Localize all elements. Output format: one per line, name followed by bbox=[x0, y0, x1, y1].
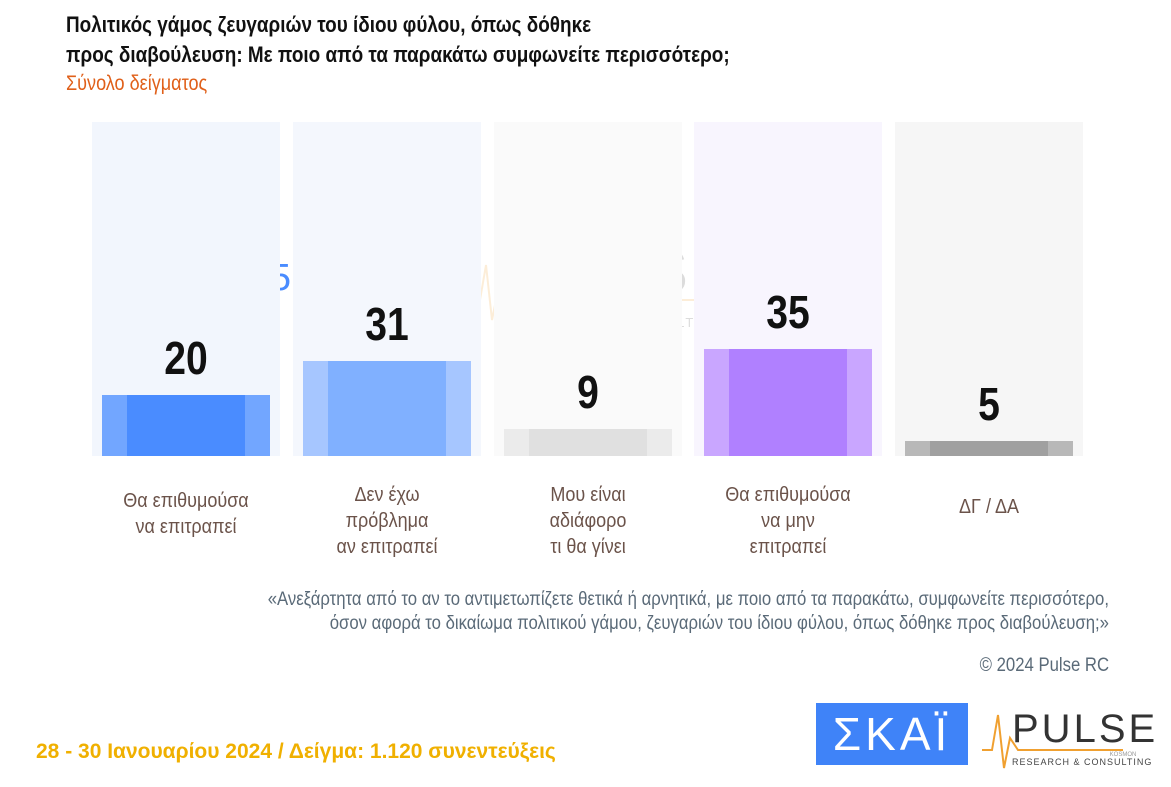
category-label-line: Μου είναι bbox=[550, 484, 626, 506]
bar-core bbox=[529, 428, 647, 456]
category-label: Μου είναι αδιάφορο τι θα γίνει bbox=[503, 482, 672, 560]
column-bg bbox=[694, 122, 882, 456]
svg-text:RESEARCH & CONSULTING: RESEARCH & CONSULTING bbox=[1012, 757, 1152, 767]
data-label: 31 bbox=[365, 298, 409, 351]
category-label-line: πρόβλημα bbox=[345, 510, 429, 532]
category-label-line: να μην bbox=[761, 510, 815, 532]
category-label-line: επιτραπεί bbox=[749, 536, 827, 558]
data-label: 9 bbox=[577, 365, 599, 418]
skai-logo-text: ΣΚΑΪ bbox=[832, 708, 952, 760]
category-label: Θα επιθυμούσα να μην επιτραπεί bbox=[703, 482, 872, 560]
category-label-line: Δεν έχω bbox=[354, 484, 420, 506]
skai-logo: ΣΚΑΪ bbox=[816, 703, 968, 765]
chart-subtitle: Σύνολο δείγματος bbox=[66, 72, 208, 95]
bar-core bbox=[930, 440, 1048, 456]
bar-core bbox=[127, 395, 245, 456]
svg-text:KOSMON: KOSMON bbox=[1110, 752, 1137, 758]
title-line: Πολιτικός γάμος ζευγαριών του ίδιου φύλο… bbox=[66, 12, 592, 37]
category-label-line: Θα επιθυμούσα bbox=[725, 484, 851, 506]
bar bbox=[504, 428, 672, 456]
data-label: 35 bbox=[766, 286, 810, 339]
category-label-line: αν επιτραπεί bbox=[336, 536, 438, 558]
note-line: όσον αφορά το δικαίωμα πολιτικού γάμου, … bbox=[329, 613, 1109, 634]
note-line: «Ανεξάρτητα από το αν το αντιμετωπίζετε … bbox=[267, 589, 1109, 610]
column-bg bbox=[92, 122, 280, 456]
category-label-line: να επιτραπεί bbox=[135, 516, 237, 538]
category-label-line: Θα επιθυμούσα bbox=[123, 490, 249, 512]
survey-info: 28 - 30 Ιανουαρίου 2024 / Δείγμα: 1.120 … bbox=[36, 740, 556, 763]
category-label-line: τι θα γίνει bbox=[550, 536, 626, 558]
data-label: 5 bbox=[978, 377, 1000, 430]
category-label-line: αδιάφορο bbox=[549, 510, 627, 532]
title-line: προς διαβούλευση: Με ποιο από τα παρακάτ… bbox=[66, 42, 730, 67]
column-bg bbox=[293, 122, 481, 456]
category-label: Δεν έχω πρόβλημα αν επιτραπεί bbox=[302, 482, 471, 560]
bar bbox=[102, 395, 270, 456]
chart-title: Πολιτικός γάμος ζευγαριών του ίδιου φύλο… bbox=[66, 10, 730, 70]
copyright: © 2024 Pulse RC bbox=[979, 655, 1109, 676]
bar bbox=[905, 440, 1073, 456]
bar-core bbox=[729, 349, 847, 456]
category-label-line: ΔΓ / ΔΑ bbox=[959, 496, 1019, 518]
bar-core bbox=[328, 361, 446, 456]
svg-text:PULSE: PULSE bbox=[1012, 707, 1158, 751]
question-note: «Ανεξάρτητα από το αν το αντιμετωπίζετε … bbox=[268, 588, 1109, 636]
bar bbox=[303, 361, 471, 456]
data-label: 20 bbox=[164, 332, 208, 384]
category-label: Θα επιθυμούσα να επιτραπεί bbox=[101, 488, 270, 540]
category-label: ΔΓ / ΔΑ bbox=[904, 494, 1073, 520]
column-bg bbox=[494, 122, 682, 456]
column-bg bbox=[895, 122, 1083, 456]
bar bbox=[704, 349, 872, 456]
